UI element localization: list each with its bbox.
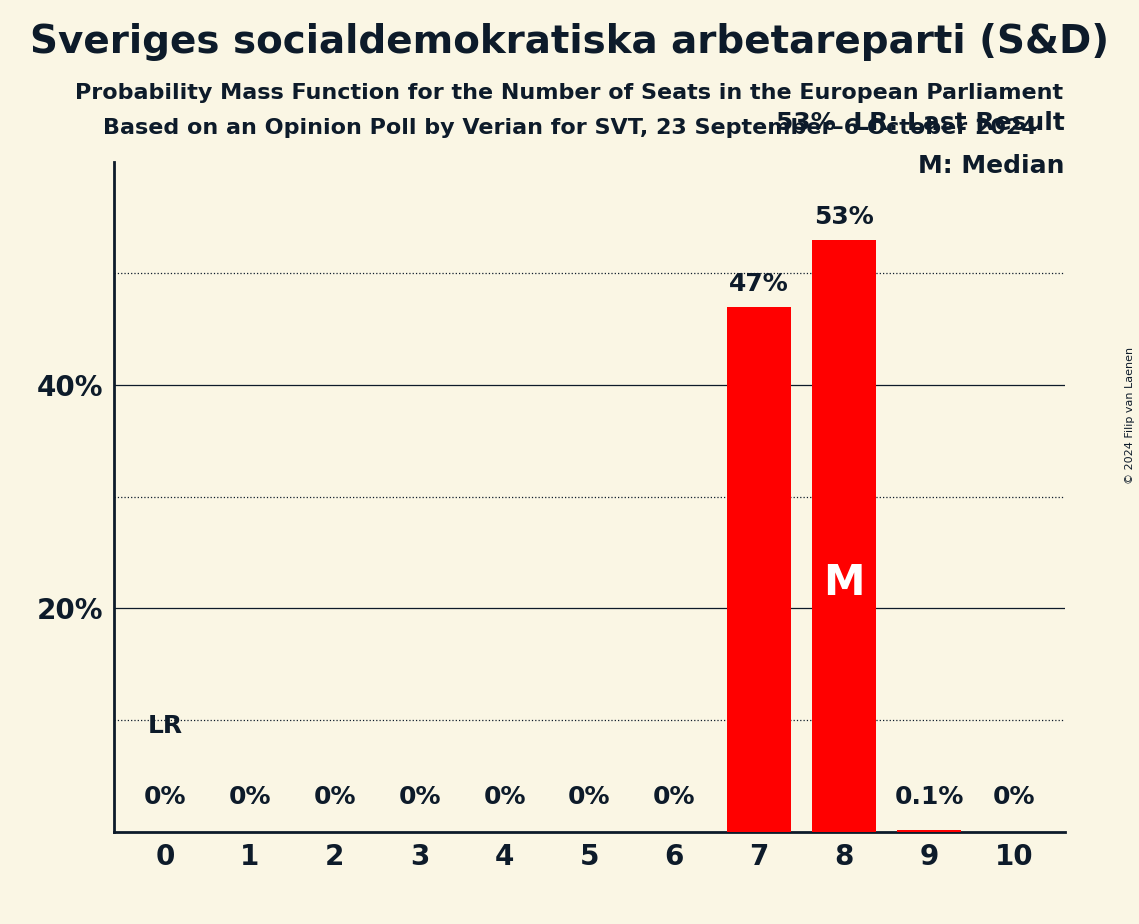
Text: 0%: 0% bbox=[229, 785, 271, 809]
Text: 0%: 0% bbox=[144, 785, 186, 809]
Text: LR: LR bbox=[147, 714, 182, 737]
Text: 53%  LR: Last Result: 53% LR: Last Result bbox=[776, 111, 1065, 135]
Text: Based on an Opinion Poll by Verian for SVT, 23 September–6 October 2024: Based on an Opinion Poll by Verian for S… bbox=[103, 118, 1036, 139]
Text: 0%: 0% bbox=[568, 785, 611, 809]
Text: Sveriges socialdemokratiska arbetareparti (S&D): Sveriges socialdemokratiska arbetarepart… bbox=[30, 23, 1109, 61]
Text: 0%: 0% bbox=[483, 785, 526, 809]
Text: Probability Mass Function for the Number of Seats in the European Parliament: Probability Mass Function for the Number… bbox=[75, 83, 1064, 103]
Text: 53%: 53% bbox=[814, 205, 874, 229]
Text: 0%: 0% bbox=[993, 785, 1035, 809]
Text: 0%: 0% bbox=[653, 785, 696, 809]
Text: 0%: 0% bbox=[313, 785, 355, 809]
Text: © 2024 Filip van Laenen: © 2024 Filip van Laenen bbox=[1125, 347, 1134, 484]
Text: M: M bbox=[823, 562, 865, 604]
Text: 47%: 47% bbox=[729, 272, 789, 296]
Text: 0%: 0% bbox=[399, 785, 441, 809]
Bar bbox=[728, 307, 792, 832]
Bar bbox=[898, 831, 961, 832]
Text: 0.1%: 0.1% bbox=[894, 785, 964, 809]
Bar bbox=[812, 240, 876, 832]
Text: M: Median: M: Median bbox=[918, 154, 1065, 178]
